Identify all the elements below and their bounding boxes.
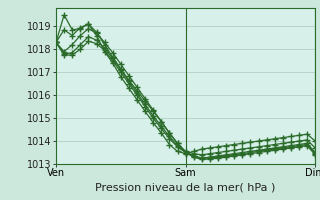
X-axis label: Pression niveau de la mer( hPa ): Pression niveau de la mer( hPa ) [95,182,276,192]
